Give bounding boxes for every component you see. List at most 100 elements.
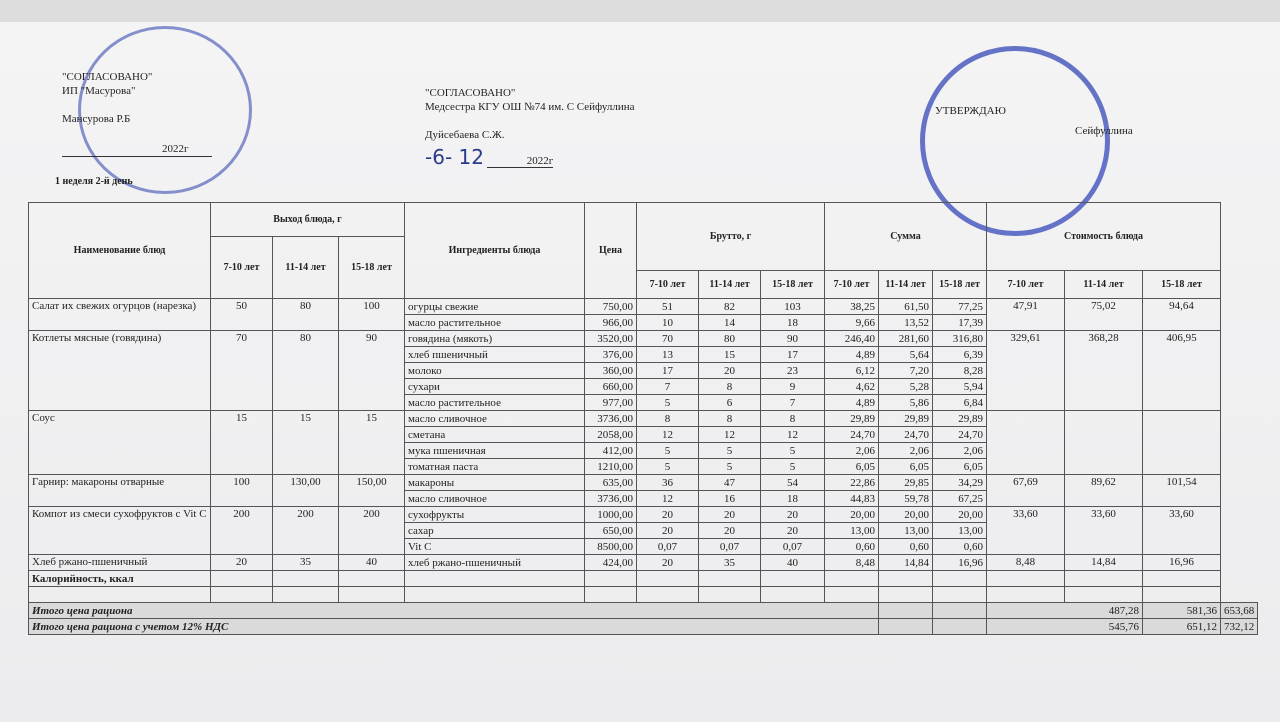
age-header: 7-10 лет <box>636 270 699 299</box>
table-row: хлеб пшеничный 376,00 13 15 17 4,89 5,64 6,39 <box>29 346 1258 363</box>
sum-value: 61,50 <box>878 298 933 315</box>
total-label: Итого цена рациона с учетом 12% НДС <box>28 618 879 635</box>
dish-cost: 67,69 <box>986 474 1065 507</box>
sum-value: 29,89 <box>932 410 987 427</box>
empty-cell <box>986 586 1065 603</box>
sum-value: 6,39 <box>932 346 987 363</box>
sum-value: 6,05 <box>824 458 879 475</box>
empty-cell <box>824 586 879 603</box>
brutto-value: 5 <box>760 442 825 459</box>
sum-value: 14,84 <box>878 554 933 571</box>
dish-cost: 89,62 <box>1064 474 1143 507</box>
table-row: томатная паста 1210,00 5 5 5 6,05 6,05 6,05 <box>29 458 1258 475</box>
empty-cell <box>698 586 761 603</box>
sum-value: 2,06 <box>824 442 879 459</box>
ingredient-price: 750,00 <box>584 298 637 315</box>
ingredient-name: сухари <box>404 378 585 395</box>
approval-right: УТВЕРЖДАЮ Сейфуллина <box>935 104 1133 138</box>
dish-yield: 15 <box>272 410 339 475</box>
dish-cost: 368,28 <box>1064 330 1143 411</box>
table-row: Гарнир: макароны отварные 100 130,00 150,00… <box>28 474 1258 507</box>
dish-cost: 16,96 <box>1142 554 1221 571</box>
brutto-value: 10 <box>636 314 699 331</box>
sum-value: 34,29 <box>932 474 987 491</box>
brutto-value: 15 <box>698 346 761 363</box>
age-header: 11-14 лет <box>1064 270 1143 299</box>
sum-value: 59,78 <box>878 490 933 507</box>
table-row: 7-10 лет 11-14 лет 15-18 лет 7-10 лет 11-14 … <box>29 270 1258 299</box>
brutto-value: 16 <box>698 490 761 507</box>
brutto-value: 0,07 <box>636 538 699 555</box>
dish-name: Котлеты мясные (говядина) <box>28 330 211 411</box>
sum-value: 13,00 <box>824 522 879 539</box>
empty-cell <box>272 586 339 603</box>
empty-cell <box>1064 570 1143 587</box>
brutto-value: 20 <box>698 362 761 379</box>
brutto-value: 36 <box>636 474 699 491</box>
ingredient-name: сметана <box>404 426 585 443</box>
age-header: 15-18 лет <box>760 270 825 299</box>
empty-cell <box>698 570 761 587</box>
approval-line: Дуйсебаева С.Ж. <box>425 129 505 141</box>
sum-value: 24,70 <box>932 426 987 443</box>
table-row: Хлеб ржано-пшеничный 20 35 40 хлеб ржано-пше… <box>28 554 1258 571</box>
total-value: 581,36 <box>1142 602 1221 619</box>
total-value: 732,12 <box>1219 618 1259 635</box>
approval-line: "СОГЛАСОВАНО" <box>425 87 516 99</box>
empty-cell <box>986 570 1065 587</box>
sum-value: 6,12 <box>824 362 879 379</box>
brutto-value: 103 <box>760 298 825 315</box>
ingredient-price: 376,00 <box>584 346 637 363</box>
sum-value: 5,64 <box>878 346 933 363</box>
empty-cell <box>404 570 585 587</box>
brutto-value: 8 <box>698 378 761 395</box>
header-cell: Цена <box>584 202 637 299</box>
ingredient-price: 2058,00 <box>584 426 637 443</box>
dish-yield: 70 <box>210 330 273 411</box>
empty-cell <box>760 586 825 603</box>
ingredient-price: 8500,00 <box>584 538 637 555</box>
age-header: 15-18 лет <box>338 236 405 299</box>
ingredient-name: сухофрукты <box>404 506 585 523</box>
approval-line: Медсестра КГУ ОШ №74 им. С Сейфуллина <box>425 101 635 113</box>
header-cell: Выход блюда, г <box>210 202 405 237</box>
ingredient-price: 635,00 <box>584 474 637 491</box>
brutto-value: 5 <box>636 458 699 475</box>
dish-yield: 200 <box>210 506 273 555</box>
brutto-value: 54 <box>760 474 825 491</box>
brutto-value: 70 <box>636 330 699 347</box>
dish-cost: 33,60 <box>986 506 1065 555</box>
dish-name: Гарнир: макароны отварные <box>28 474 211 507</box>
brutto-value: 9 <box>760 378 825 395</box>
table-row: Наименование блюд Выход блюда, г Ингредиен… <box>28 202 1258 299</box>
brutto-value: 17 <box>760 346 825 363</box>
sum-value: 2,06 <box>932 442 987 459</box>
empty-cell <box>932 570 987 587</box>
sum-value: 44,83 <box>824 490 879 507</box>
sum-value: 22,86 <box>824 474 879 491</box>
sum-value: 38,25 <box>824 298 879 315</box>
age-header: 7-10 лет <box>824 270 879 299</box>
sum-value: 246,40 <box>824 330 879 347</box>
table-row: Компот из смеси сухофруктов с Vit C 200 20… <box>28 506 1258 555</box>
age-header: 7-10 лет <box>210 236 273 299</box>
sum-value: 0,60 <box>824 538 879 555</box>
ingredient-name: молоко <box>404 362 585 379</box>
total-value: 545,76 <box>986 618 1143 635</box>
sum-value: 29,85 <box>878 474 933 491</box>
brutto-value: 12 <box>636 490 699 507</box>
dish-cost: 75,02 <box>1064 298 1143 331</box>
sum-value: 8,48 <box>824 554 879 571</box>
total-value: 651,12 <box>1142 618 1221 635</box>
header-cell: Наименование блюд <box>28 202 211 299</box>
empty-cell <box>878 602 933 619</box>
brutto-value: 12 <box>636 426 699 443</box>
sum-value: 20,00 <box>932 506 987 523</box>
dish-yield: 100 <box>338 298 405 331</box>
week-label: 1 неделя 2-й день <box>55 176 133 187</box>
dish-name: Компот из смеси сухофруктов с Vit C <box>28 506 211 555</box>
ingredient-name: хлеб пшеничный <box>404 346 585 363</box>
table-row: Итого цена рациона с учетом 12% НДС 545,7… <box>28 618 1259 635</box>
ingredient-name: масло сливочное <box>404 410 585 427</box>
brutto-value: 20 <box>698 506 761 523</box>
